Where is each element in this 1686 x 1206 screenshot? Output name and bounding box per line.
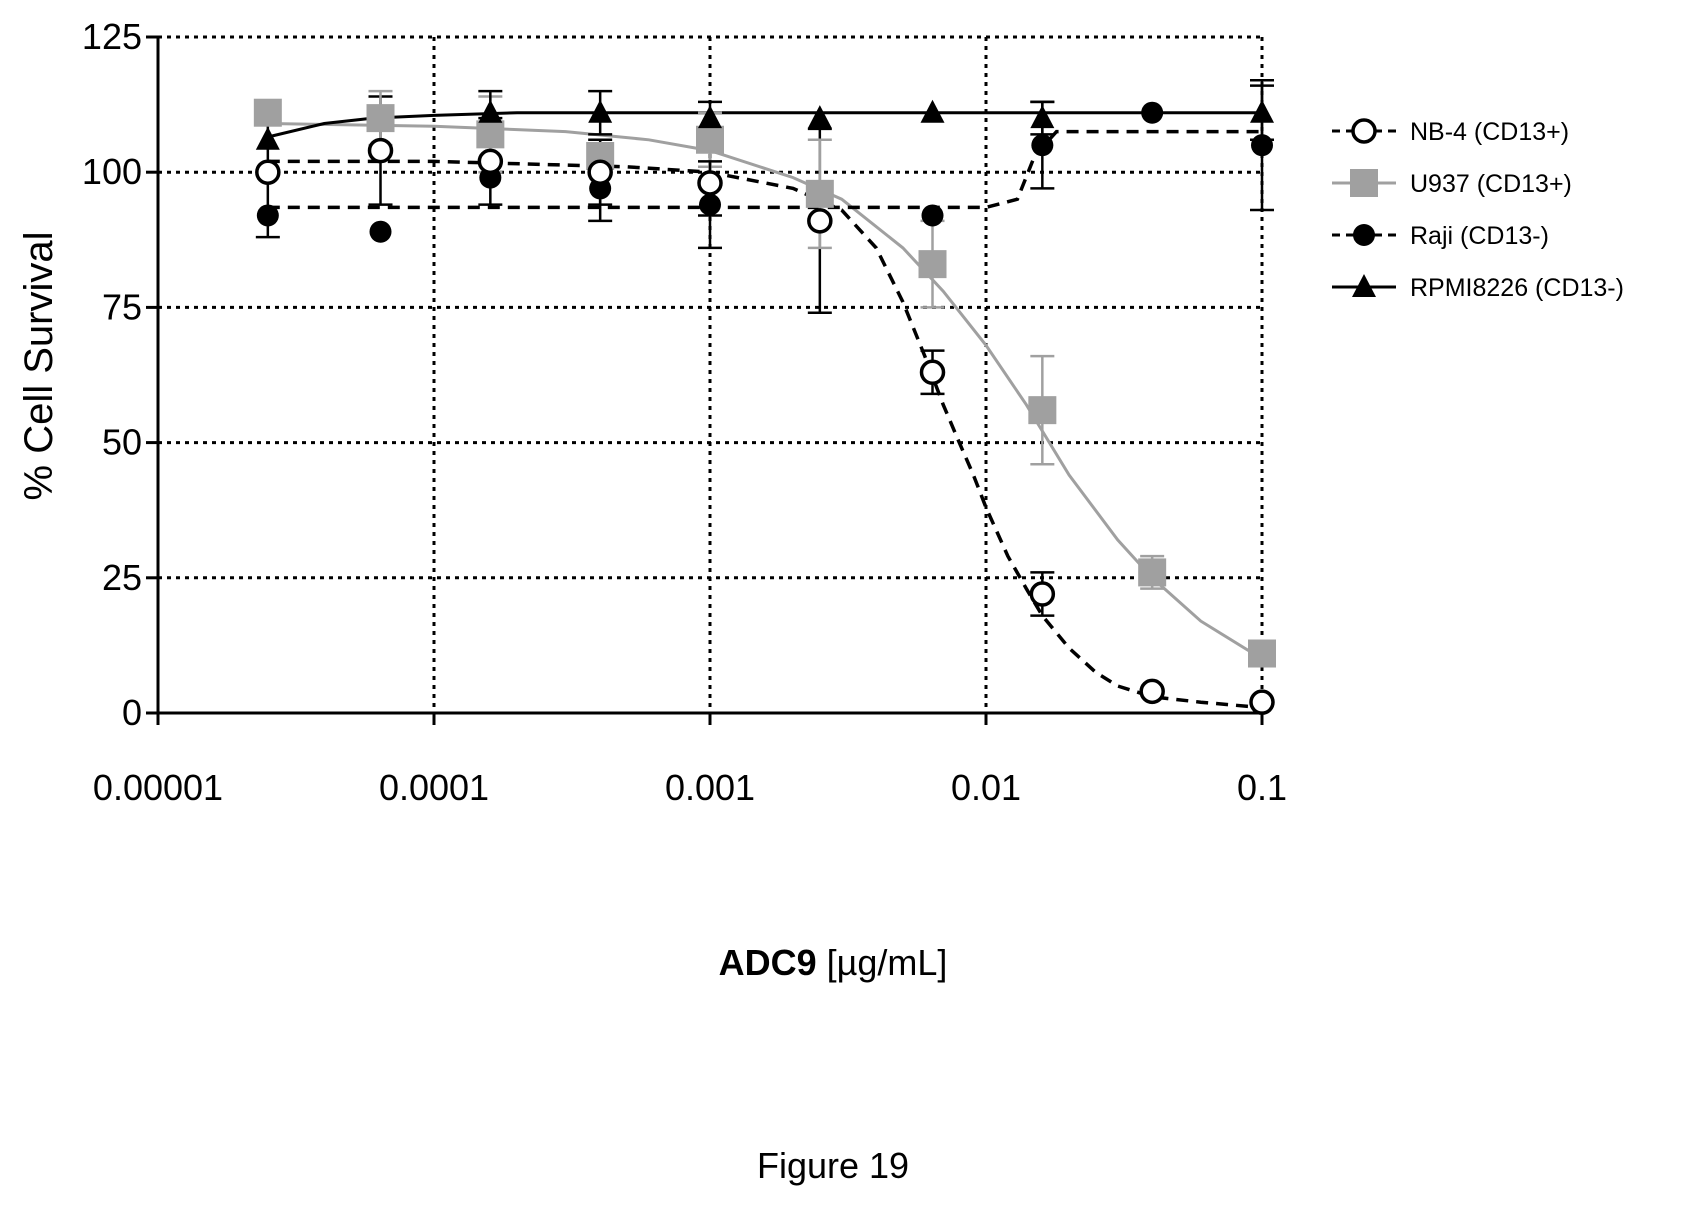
y-tick-label: 125 xyxy=(82,16,142,57)
data-point-series-2 xyxy=(1251,134,1273,157)
data-point-series-1 xyxy=(805,179,834,208)
data-point-series-2 xyxy=(699,193,721,216)
data-point-series-3 xyxy=(588,99,613,123)
x-tick-label: 0.00001 xyxy=(93,767,223,808)
data-point-series-3 xyxy=(698,105,722,129)
axes-layer: 0 25 50 75 100 125 0.00001 0.0001 0.001 0.01 0.1 xyxy=(82,16,1287,808)
data-point-series-0 xyxy=(587,159,613,185)
data-point-series-3 xyxy=(478,99,503,123)
data-point-series-0 xyxy=(477,148,504,175)
data-point-series-3 xyxy=(255,126,280,150)
data-point-series-0 xyxy=(255,159,281,185)
legend-marker-1 xyxy=(1350,169,1378,197)
data-point-series-2 xyxy=(1031,134,1054,157)
x-axis-label: ADC9 [µg/mL] xyxy=(719,942,948,983)
y-tick-label: 100 xyxy=(82,151,142,192)
x-tick-label: 0.1 xyxy=(1237,767,1287,808)
data-point-series-3 xyxy=(807,105,832,129)
data-point-series-0 xyxy=(919,359,946,386)
x-axis-label-bold: ADC9 xyxy=(719,942,817,983)
fit-curve-2 xyxy=(267,129,1262,210)
data-point-series-0 xyxy=(1139,678,1165,705)
data-point-series-1 xyxy=(366,104,395,133)
legend-marker-2 xyxy=(1353,224,1375,246)
fit-curves xyxy=(267,111,1263,710)
data-point-series-1 xyxy=(696,125,724,154)
y-tick-label: 75 xyxy=(102,286,142,327)
data-point-series-3 xyxy=(1250,99,1274,123)
data-point-series-1 xyxy=(1248,639,1276,668)
legend-marker-0 xyxy=(1351,118,1377,144)
fit-curve-0 xyxy=(267,159,1263,710)
legend-label-1: U937 (CD13+) xyxy=(1410,170,1572,198)
data-point-series-1 xyxy=(253,98,282,127)
y-axis-label: % Cell Survival xyxy=(17,232,61,501)
data-point-series-2 xyxy=(369,220,392,243)
data-points xyxy=(253,98,1276,715)
figure-caption: Figure 19 xyxy=(757,1145,909,1186)
x-tick-label: 0.0001 xyxy=(379,767,489,808)
legend-label-2: Raji (CD13-) xyxy=(1410,222,1549,250)
data-point-series-3 xyxy=(1030,105,1055,129)
x-tick-label: 0.001 xyxy=(665,767,755,808)
data-point-series-2 xyxy=(921,204,944,227)
legend: NB-4 (CD13+) U937 (CD13+) Raji (CD13-) RPMI… xyxy=(1332,118,1624,302)
data-point-series-0 xyxy=(367,137,394,164)
data-point-series-2 xyxy=(256,204,279,227)
data-point-series-3 xyxy=(920,99,945,123)
data-point-series-0 xyxy=(1029,581,1056,607)
data-point-series-1 xyxy=(476,120,505,149)
data-point-series-1 xyxy=(1138,558,1167,587)
data-point-series-1 xyxy=(918,250,947,279)
data-point-series-0 xyxy=(807,208,833,234)
data-point-series-0 xyxy=(1249,689,1275,715)
data-point-series-0 xyxy=(697,170,723,196)
x-axis-label-unit: [µg/mL] xyxy=(827,942,948,983)
x-tick-label: 0.01 xyxy=(951,767,1021,808)
grid-layer xyxy=(158,35,1264,713)
y-tick-label: 50 xyxy=(102,422,142,463)
data-point-series-2 xyxy=(1141,101,1164,124)
y-tick-label: 25 xyxy=(102,557,142,598)
legend-label-0: NB-4 (CD13+) xyxy=(1410,118,1569,146)
data-point-series-1 xyxy=(1028,396,1057,425)
y-tick-label: 0 xyxy=(122,692,142,733)
legend-label-3: RPMI8226 (CD13-) xyxy=(1410,274,1624,302)
legend-marker-3 xyxy=(1352,274,1376,297)
